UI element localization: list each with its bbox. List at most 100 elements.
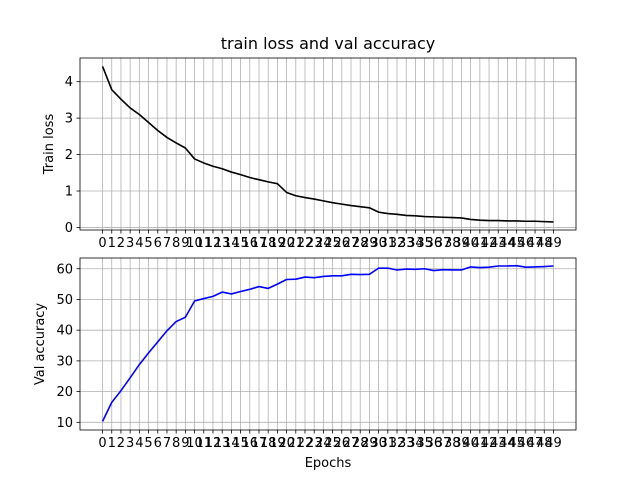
val-accuracy-xtick-label: 42	[481, 436, 498, 451]
train-loss-xtick-label: 42	[481, 236, 498, 251]
val-accuracy-xtick-label: 10	[186, 436, 203, 451]
val-accuracy-xtick-label: 21	[288, 436, 305, 451]
train-loss-xtick-label: 16	[242, 236, 259, 251]
train-loss-ytick-label: 3	[65, 112, 73, 127]
val-accuracy-xtick-label: 11	[195, 436, 212, 451]
train-loss-ylabel: Train loss	[42, 114, 57, 176]
train-loss-xtick-label: 14	[223, 236, 240, 251]
train-loss-xtick-label: 31	[380, 236, 397, 251]
val-accuracy-xtick-label: 6	[154, 436, 162, 451]
train-loss-xtick-label: 48	[536, 236, 553, 251]
train-loss-xtick-label: 2	[117, 236, 125, 251]
val-accuracy-ytick-label: 60	[56, 262, 73, 277]
val-accuracy-xtick-label: 35	[416, 436, 433, 451]
train-loss-xtick-label: 34	[407, 236, 424, 251]
val-accuracy-ytick-label: 10	[56, 416, 73, 431]
val-accuracy-xtick-label: 8	[172, 436, 180, 451]
val-accuracy-xtick-label: 22	[297, 436, 314, 451]
train-loss-xtick-label: 33	[398, 236, 415, 251]
val-accuracy-xtick-label: 47	[527, 436, 544, 451]
train-loss-xtick-label: 11	[195, 236, 212, 251]
train-loss-xtick-label: 25	[324, 236, 341, 251]
val-accuracy-series-line-0	[101, 264, 554, 422]
val-accuracy-xtick-label: 33	[398, 436, 415, 451]
val-accuracy-xtick-label: 43	[490, 436, 507, 451]
val-accuracy-xtick-label: 24	[315, 436, 332, 451]
train-loss-xtick-label: 45	[508, 236, 525, 251]
val-accuracy-xtick-label: 13	[214, 436, 231, 451]
train-loss-xtick-label: 23	[306, 236, 323, 251]
val-accuracy-xtick-label: 38	[444, 436, 461, 451]
train-loss-xtick-label: 4	[135, 236, 143, 251]
val-accuracy-xtick-label: 36	[426, 436, 443, 451]
val-accuracy-xtick-label: 49	[545, 436, 562, 451]
train-loss-xtick-label: 26	[334, 236, 351, 251]
train-loss-xtick-label: 3	[126, 236, 134, 251]
train-loss-xtick-label: 20	[278, 236, 295, 251]
val-accuracy-xtick-label: 9	[181, 436, 189, 451]
train-loss-xtick-label: 6	[154, 236, 162, 251]
val-accuracy-xtick-label: 45	[508, 436, 525, 451]
train-loss-xtick-label: 46	[518, 236, 535, 251]
val-accuracy-ytick-label: 50	[56, 293, 73, 308]
train-loss-xtick-label: 32	[389, 236, 406, 251]
train-loss-xtick-label: 47	[527, 236, 544, 251]
val-accuracy-xtick-label: 3	[126, 436, 134, 451]
figure-title: train loss and val accuracy	[221, 34, 436, 53]
val-accuracy-xtick-label: 39	[453, 436, 470, 451]
val-accuracy-xtick-label: 0	[98, 436, 106, 451]
train-loss-xtick-label: 8	[172, 236, 180, 251]
val-accuracy-xtick-label: 41	[472, 436, 489, 451]
train-loss-xtick-label: 22	[297, 236, 314, 251]
val-accuracy-xtick-label: 40	[462, 436, 479, 451]
val-accuracy-xtick-label: 18	[260, 436, 277, 451]
train-loss-xtick-label: 41	[472, 236, 489, 251]
val-accuracy-xtick-label: 15	[232, 436, 249, 451]
val-accuracy-xtick-label: 19	[269, 436, 286, 451]
train-loss-xtick-label: 40	[462, 236, 479, 251]
train-loss-xtick-label: 12	[205, 236, 222, 251]
train-loss-xtick-label: 24	[315, 236, 332, 251]
train-loss-xtick-label: 28	[352, 236, 369, 251]
train-loss-xtick-label: 0	[98, 236, 106, 251]
val-accuracy-xtick-label: 26	[334, 436, 351, 451]
val-accuracy-xtick-label: 14	[223, 436, 240, 451]
val-accuracy-xtick-label: 32	[389, 436, 406, 451]
val-accuracy-xtick-label: 16	[242, 436, 259, 451]
val-accuracy-xtick-label: 25	[324, 436, 341, 451]
train-loss-xtick-label: 38	[444, 236, 461, 251]
val-accuracy-xtick-label: 29	[361, 436, 378, 451]
val-accuracy-xtick-label: 28	[352, 436, 369, 451]
val-accuracy-ylabel: Val accuracy	[33, 303, 48, 386]
val-accuracy-xtick-label: 4	[135, 436, 143, 451]
val-accuracy-xtick-label: 17	[251, 436, 268, 451]
train-loss-xtick-label: 15	[232, 236, 249, 251]
train-loss-xtick-label: 1	[108, 236, 116, 251]
train-loss-xtick-label: 10	[186, 236, 203, 251]
val-accuracy-xtick-label: 48	[536, 436, 553, 451]
train-loss-ytick-label: 2	[65, 148, 73, 163]
train-loss-xtick-label: 30	[370, 236, 387, 251]
train-loss-xtick-label: 37	[435, 236, 452, 251]
train-loss-xtick-label: 5	[144, 236, 152, 251]
train-loss-ytick-label: 0	[65, 221, 73, 236]
val-accuracy-xtick-label: 5	[144, 436, 152, 451]
train-loss-xtick-label: 44	[499, 236, 516, 251]
train-loss-xtick-label: 9	[181, 236, 189, 251]
val-accuracy-xlabel: Epochs	[305, 456, 352, 471]
val-accuracy-xtick-label: 23	[306, 436, 323, 451]
val-accuracy-xtick-label: 37	[435, 436, 452, 451]
val-accuracy-xtick-label: 34	[407, 436, 424, 451]
train-loss-xtick-label: 18	[260, 236, 277, 251]
val-accuracy-frame	[79, 257, 577, 431]
train-loss-xtick-label: 7	[163, 236, 171, 251]
val-accuracy-xtick-label: 7	[163, 436, 171, 451]
train-loss-xtick-label: 17	[251, 236, 268, 251]
train-loss-xtick-label: 49	[545, 236, 562, 251]
train-loss-ytick-label: 4	[65, 75, 73, 90]
val-accuracy-xtick-label: 1	[108, 436, 116, 451]
train-loss-xtick-label: 39	[453, 236, 470, 251]
train-loss-xtick-label: 27	[343, 236, 360, 251]
train-loss-axes: 0 1 2 3 4 5 6 7 8 9101112131415161718192021222324…	[42, 57, 577, 251]
